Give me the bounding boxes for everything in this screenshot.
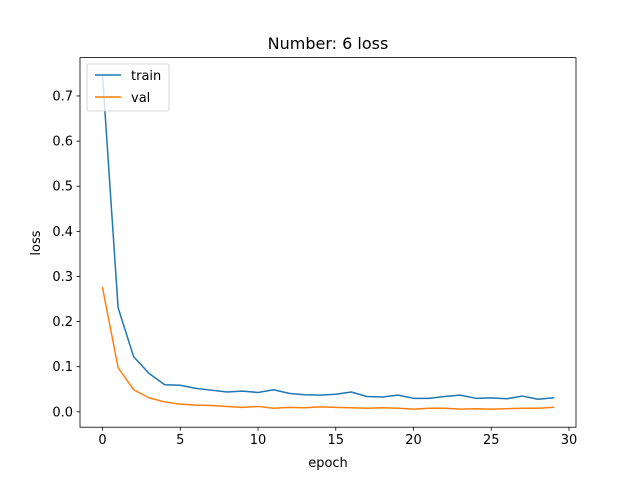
legend: train val (86, 63, 170, 112)
x-tick-label: 10 (250, 433, 267, 448)
y-axis-label: loss (29, 230, 44, 255)
x-tick-label: 15 (328, 433, 345, 448)
series-line-val (101, 286, 555, 410)
y-tick-label: 0.5 (52, 180, 73, 195)
y-tick-label: 0.7 (52, 89, 73, 104)
x-tick-label: 30 (561, 433, 578, 448)
x-tick-label: 20 (405, 433, 422, 448)
plot-lines (101, 74, 555, 410)
x-axis-label: epoch (308, 456, 348, 471)
y-axis: 0.0 0.1 0.2 0.3 0.4 0.5 0.6 0.7 (52, 89, 80, 420)
x-tick-label: 25 (483, 433, 500, 448)
plot-frame (79, 57, 577, 428)
chart-title: Number: 6 loss (268, 34, 389, 53)
x-tick-label: 0 (98, 433, 106, 448)
y-tick-label: 0.4 (52, 225, 73, 240)
legend-label-val: val (131, 91, 150, 106)
x-tick-label: 5 (176, 433, 184, 448)
y-tick-label: 0.6 (52, 135, 73, 150)
y-tick-label: 0.3 (52, 270, 73, 285)
y-tick-label: 0.2 (52, 315, 73, 330)
legend-label-train: train (131, 69, 161, 84)
x-axis: 0 5 10 15 20 25 30 (98, 427, 577, 448)
y-tick-label: 0.0 (52, 405, 73, 420)
y-tick-label: 0.1 (52, 360, 73, 375)
series-line-train (101, 74, 555, 400)
